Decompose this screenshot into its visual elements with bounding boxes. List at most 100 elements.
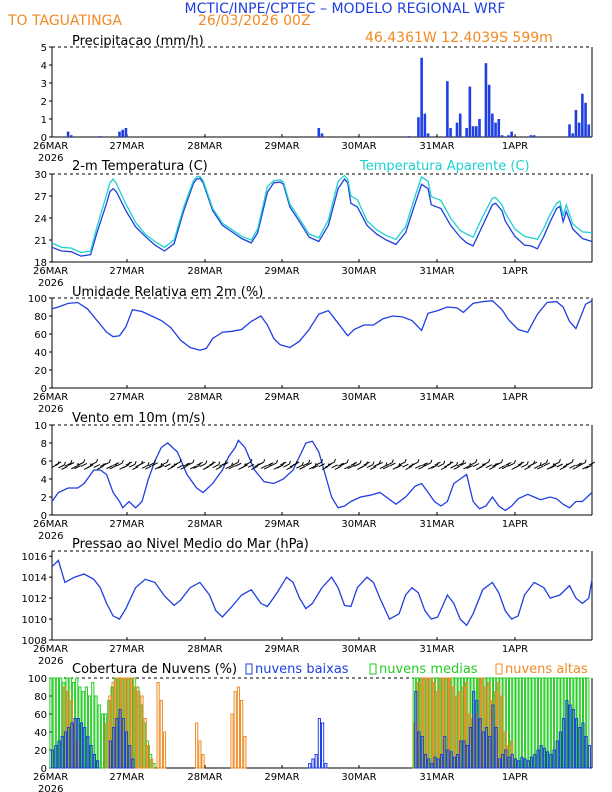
cloud-bar-nuvens-altas: [233, 691, 237, 769]
wind-barb: [431, 464, 438, 469]
precip-bar: [320, 133, 324, 137]
cloud-bar-nuvens-baixas: [546, 751, 550, 769]
wind-xtick-label: 30MAR: [341, 519, 376, 530]
wind-barb: [353, 462, 361, 467]
wind-barb: [251, 466, 258, 470]
wind-ytick-label: 4: [41, 475, 47, 486]
clouds-year-label: 2026: [38, 784, 63, 792]
wind-barb: [556, 463, 563, 468]
cloud-bar-nuvens-baixas: [73, 718, 77, 769]
temp-xtick-label: 26MAR: [33, 266, 68, 277]
cloud-bar-nuvens-baixas: [459, 740, 463, 769]
precip-bar: [407, 136, 411, 137]
clouds-xtick-label: 29MAR: [264, 772, 299, 783]
wind-barb: [257, 461, 264, 466]
precip-xtick-label: 31MAR: [419, 141, 454, 152]
precip-ytick-label: 5: [41, 43, 47, 54]
wind-barb: [521, 463, 528, 468]
precip-bar: [478, 119, 481, 137]
wind-barb: [279, 461, 287, 466]
wind-barb: [80, 462, 88, 467]
cloud-bar-nuvens-baixas: [314, 754, 318, 769]
pressure-ytick-label: 1008: [22, 636, 47, 647]
cloud-bar-nuvens-baixas: [118, 709, 122, 769]
wind-barb: [177, 464, 184, 469]
wind-barb: [144, 465, 152, 470]
wind-barb: [106, 465, 113, 470]
cloud-bar-nuvens-baixas: [571, 709, 575, 769]
pressure-xtick-label: 29MAR: [264, 644, 299, 655]
wind-barb-feather: [205, 460, 208, 464]
wind-barb: [479, 464, 486, 468]
precip-bar: [471, 126, 475, 137]
precip-bar: [574, 110, 578, 137]
wind-barb: [58, 464, 65, 469]
clouds-xtick-label: 28MAR: [187, 772, 222, 783]
wind-barb-feather: [321, 459, 324, 463]
clouds-ytick-label: 80: [34, 692, 47, 703]
cloud-bar-nuvens-baixas: [121, 718, 125, 769]
cloud-legend-swatch: [245, 663, 253, 675]
rh-xtick-label: 1APR: [502, 392, 528, 403]
cloud-bar-nuvens-medias: [97, 704, 101, 769]
wind-barb: [350, 461, 358, 466]
wind-barb: [588, 461, 596, 466]
wind-barb-feather: [192, 459, 195, 463]
precip-xtick-label: 1APR: [502, 141, 528, 152]
cloud-bar-nuvens-baixas: [76, 718, 80, 769]
pressure-xtick-label: 28MAR: [187, 644, 222, 655]
cloud-bar-nuvens-baixas: [439, 754, 444, 769]
wind-year-label: 2026: [38, 531, 63, 542]
cloud-bar-nuvens-baixas: [420, 736, 424, 769]
cloud-bar-nuvens-baixas: [456, 754, 460, 769]
cloud-bar-nuvens-baixas: [494, 727, 498, 769]
precip-bar: [571, 133, 575, 137]
wind-xtick-label: 28MAR: [187, 519, 222, 530]
wind-barb: [485, 464, 493, 469]
wind-barb: [209, 461, 216, 466]
cloud-bar-nuvens-altas: [198, 740, 202, 769]
cloud-bar-nuvens-baixas: [510, 754, 514, 769]
wind-barb: [405, 466, 412, 470]
cloud-bar-nuvens-baixas: [558, 731, 563, 769]
cloud-bar-nuvens-baixas: [131, 758, 135, 769]
wind-barb: [440, 466, 448, 470]
wind-ytick-label: 2: [41, 493, 47, 504]
pressure-ytick-label: 1016: [22, 552, 47, 563]
wind-barb-feather: [558, 458, 561, 463]
precip-bar: [69, 135, 73, 137]
wind-barb: [167, 466, 174, 470]
cloud-bar-nuvens-altas: [105, 722, 109, 769]
wind-ytick-label: 6: [41, 457, 47, 468]
precip-bar: [532, 135, 536, 137]
pressure-year-label: 2026: [38, 656, 63, 667]
wind-barb: [312, 464, 319, 469]
rh-ytick-label: 0: [41, 384, 47, 395]
cloud-bar-nuvens-altas: [201, 754, 205, 769]
clouds-xtick-label: 31MAR: [419, 772, 454, 783]
precip-ytick-label: 4: [41, 61, 47, 72]
panels: 0 1 2 3 4 5 26MAR 27MAR 28MAR 29MAR 30MAR 31MAR 1APR…: [22, 34, 596, 792]
cloud-bar-nuvens-baixas: [443, 736, 447, 769]
cloud-bar-nuvens-baixas: [513, 758, 518, 769]
wind-barb: [466, 465, 473, 470]
precip-xtick-label: 29MAR: [264, 141, 299, 152]
cloud-bar-nuvens-baixas: [529, 756, 534, 769]
wind-barb: [96, 466, 104, 470]
wind-barb: [328, 461, 335, 466]
rh-ytick-label: 60: [34, 330, 47, 341]
wind-barb: [93, 464, 101, 468]
wind-barb-feather: [121, 459, 124, 464]
wind-barb-feather: [385, 462, 388, 466]
cloud-bar-nuvens-baixas: [112, 727, 116, 769]
wind-barb: [61, 465, 68, 470]
wind-barb: [308, 465, 316, 470]
wind-barb: [421, 462, 428, 467]
wind-barb: [228, 465, 236, 470]
wind-xtick-label: 31MAR: [419, 519, 454, 530]
cloud-legend-label: nuvens medias: [379, 662, 478, 677]
wind-barb: [582, 465, 589, 470]
cloud-bar-nuvens-medias: [531, 677, 535, 769]
cloud-bar-nuvens-medias: [554, 677, 558, 769]
